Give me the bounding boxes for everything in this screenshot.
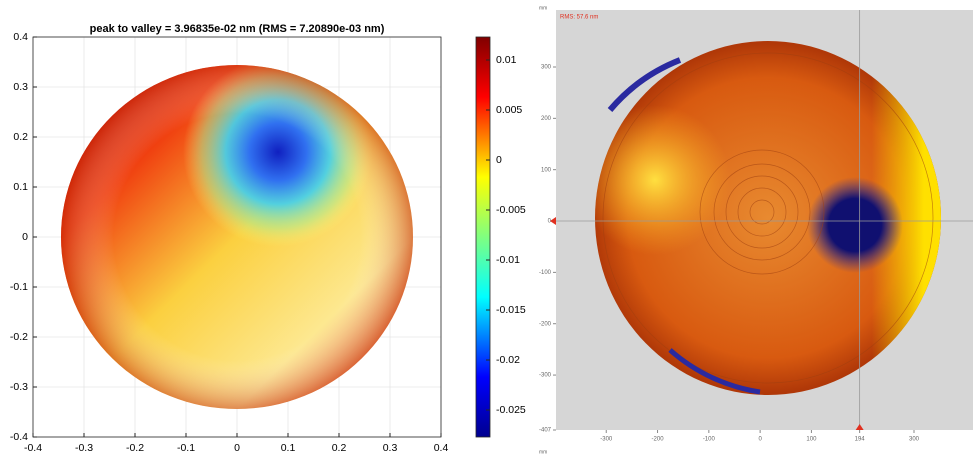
colorbar <box>475 36 491 438</box>
x-tick-label: 0.1 <box>281 442 296 454</box>
y-tick-label: 200 <box>541 116 552 122</box>
colorbar-tick-label: -0.025 <box>496 404 526 416</box>
surface-edge <box>61 65 413 409</box>
x-tick-label: -0.3 <box>75 442 93 454</box>
colorbar-tick-label: -0.005 <box>496 204 526 216</box>
colorbar-tick-label: -0.02 <box>496 354 520 366</box>
colorbar-tick-label: -0.01 <box>496 254 520 266</box>
edge-low <box>668 348 761 395</box>
cursor-marker <box>550 217 556 226</box>
colorbar-tick-label: 0.005 <box>496 104 522 116</box>
x-tick-label: -0.1 <box>177 442 195 454</box>
y-tick-label: 0.2 <box>13 131 28 143</box>
edge-low <box>607 57 682 112</box>
x-tick-label: -100 <box>703 437 716 443</box>
x-tick-label: 194 <box>855 437 866 443</box>
right-low <box>595 41 941 395</box>
y-tick-label: -407 <box>539 428 552 434</box>
screenshot-axes: -300 -200 -100 0 100 194 300 -407 -300 -200 -100 0 1… <box>539 10 973 443</box>
y-tick-label: 0.4 <box>13 31 28 43</box>
x-tick-label: 0 <box>234 442 240 454</box>
colorbar-tick-label: -0.015 <box>496 304 526 316</box>
y-tick-label: -300 <box>539 373 552 379</box>
x-tick-label: 300 <box>909 437 920 443</box>
colorbar-tick-label: 0.01 <box>496 54 517 66</box>
x-tick-label: -0.4 <box>24 442 42 454</box>
x-tick-label: -200 <box>652 437 665 443</box>
x-tick-label: 0.2 <box>332 442 347 454</box>
x-tick-label: 0 <box>758 437 762 443</box>
y-tick-label: 0.1 <box>13 181 28 193</box>
cursor-marker <box>855 424 864 430</box>
x-tick-label: 0.3 <box>383 442 398 454</box>
y-tick-label: -0.4 <box>10 431 28 443</box>
x-tick-label: 100 <box>806 437 817 443</box>
y-tick-label: -0.2 <box>10 331 28 343</box>
y-tick-label: -0.3 <box>10 381 28 393</box>
y-tick-label: 0.3 <box>13 81 28 93</box>
y-tick-label: -0.1 <box>10 281 28 293</box>
rms-annotation: RMS: 57.6 nm <box>560 15 598 21</box>
chart-title: peak to valley = 3.96835e-02 nm (RMS = 7… <box>90 23 385 35</box>
y-tick-label: 100 <box>541 167 552 173</box>
x-tick-label: -0.2 <box>126 442 144 454</box>
y-tick-label: 0 <box>548 219 552 225</box>
y-tick-label: -200 <box>539 321 552 327</box>
x-unit: mm <box>539 449 547 455</box>
y-unit: mm <box>539 5 547 11</box>
x-tick-label: -300 <box>600 437 613 443</box>
colorbar-tick-label: 0 <box>496 154 502 166</box>
rings <box>602 52 934 384</box>
y-tick-label: -100 <box>539 270 552 276</box>
x-tick-label: 0.4 <box>434 442 449 454</box>
y-tick-label: 300 <box>541 65 552 71</box>
y-tick-label: 0 <box>22 231 28 243</box>
